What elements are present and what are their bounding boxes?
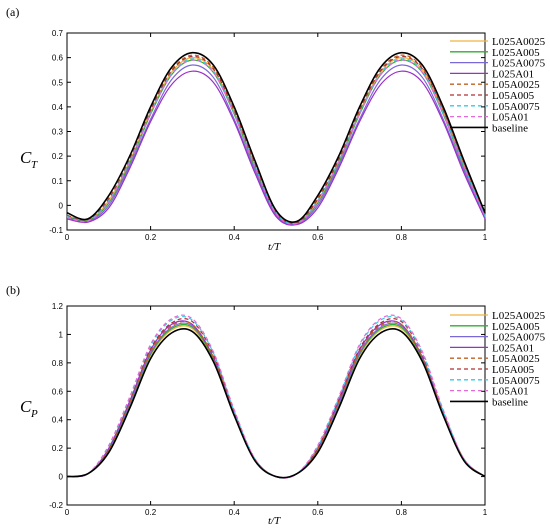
panel-b: (b) C P 0 0.2 0.4 0.6 0.8 1-0.200.20.40.60.81… — [6, 283, 546, 527]
series-line-l05a0075 — [66, 58, 486, 225]
x-tick-label-a: 0.4 — [229, 233, 241, 242]
legend-label-l05a0025: L05A0025 — [492, 79, 540, 91]
series-line-l05a01 — [66, 59, 486, 225]
y-tick-label-b: -0.2 — [49, 501, 63, 510]
y-tick-label-b: 0.2 — [52, 444, 64, 453]
plot-area-b — [66, 305, 486, 506]
y-tick-label-b: 0.6 — [52, 387, 64, 396]
series-line-l05a0025 — [66, 54, 486, 224]
legend-label-l05a0075: L05A0075 — [492, 375, 540, 387]
series-lines-a — [66, 51, 486, 226]
y-tick-label-a: -0.1 — [49, 226, 63, 235]
series-line-l025a005 — [66, 59, 486, 225]
y-tick-label-b: 0 — [59, 473, 64, 482]
y-axis-label-b: C — [20, 397, 32, 416]
y-tick-label-a: 0.2 — [52, 152, 64, 161]
y-tick-label-a: 0.4 — [52, 103, 64, 112]
y-axis-label-sub-a: T — [31, 159, 38, 171]
y-tick-label-b: 0.4 — [52, 416, 64, 425]
y-tick-label-a: 0.3 — [52, 128, 64, 137]
x-tick-label-b: 0 — [65, 508, 70, 517]
series-line-l05a01 — [66, 314, 486, 479]
y-tick-label-b: 1.2 — [52, 302, 64, 311]
legend-label-l05a0025: L05A0025 — [492, 353, 540, 365]
y-tick-label-b: 1 — [59, 330, 64, 339]
y-axis-label-a: C — [20, 148, 32, 167]
legend-label-l05a01: L05A01 — [492, 386, 529, 398]
series-line-baseline — [66, 51, 486, 223]
x-tick-label-a: 0.6 — [312, 233, 324, 242]
y-tick-label-a: 0.7 — [52, 29, 64, 38]
series-lines-b — [66, 314, 486, 479]
panel-label-b: (b) — [6, 283, 20, 297]
x-tick-label-a: 0.2 — [145, 233, 157, 242]
series-line-l025a0075 — [66, 64, 486, 226]
legend-label-l025a0025: L025A0025 — [492, 36, 546, 48]
x-tick-label-b: 0.2 — [145, 508, 157, 517]
series-line-l025a01 — [66, 70, 486, 226]
y-tick-label-a: 0 — [59, 201, 64, 210]
axes-b: 0 0.2 0.4 0.6 0.8 1-0.200.20.40.60.811.2 — [49, 302, 488, 517]
legend-label-l05a005: L05A005 — [492, 364, 535, 376]
x-tick-label-b: 0.4 — [229, 508, 241, 517]
axes-a: 0 0.2 0.4 0.6 0.8 1-0.100.10.20.30.40.50.60.7 — [49, 29, 488, 242]
x-tick-label-b: 1 — [483, 508, 488, 517]
x-tick-label-b: 0.8 — [396, 508, 408, 517]
panel-label-a: (a) — [6, 5, 19, 19]
legend-label-l05a0075: L05A0075 — [492, 101, 540, 113]
legend-label-l025a0075: L025A0075 — [492, 332, 546, 344]
legend-label-baseline: baseline — [492, 122, 528, 134]
x-axis-label-b: t/T — [268, 515, 281, 527]
legend-label-l025a005: L025A005 — [492, 321, 540, 333]
legend-label-l05a01: L05A01 — [492, 112, 529, 124]
legend-a: L025A0025L025A005L025A0075L025A01L05A002… — [450, 36, 546, 134]
legend-label-l025a0075: L025A0075 — [492, 58, 546, 70]
x-axis-label-a: t/T — [268, 241, 281, 253]
legend-label-l05a005: L05A005 — [492, 90, 535, 102]
x-tick-label-a: 1 — [483, 233, 488, 242]
legend-label-l025a01: L025A01 — [492, 68, 534, 80]
y-axis-label-sub-b: P — [30, 408, 38, 420]
y-tick-label-a: 0.1 — [52, 177, 64, 186]
plot-area-a — [66, 32, 486, 231]
legend-label-l025a005: L025A005 — [492, 47, 540, 59]
y-tick-label-a: 0.6 — [52, 54, 64, 63]
legend-label-l025a0025: L025A0025 — [492, 310, 546, 322]
legend-b: L025A0025L025A005L025A0075L025A01L05A002… — [450, 310, 546, 408]
x-tick-label-a: 0 — [65, 233, 70, 242]
x-tick-label-b: 0.6 — [312, 508, 324, 517]
y-tick-label-b: 0.8 — [52, 359, 64, 368]
legend-label-l025a01: L025A01 — [492, 342, 534, 354]
series-line-l05a005 — [66, 55, 486, 224]
x-tick-label-a: 0.8 — [396, 233, 408, 242]
panel-a: (a) C T 0 0.2 0.4 0.6 0.8 1-0.100.10.20.30.40… — [6, 5, 546, 253]
y-tick-label-a: 0.5 — [52, 78, 64, 87]
series-line-baseline — [66, 327, 486, 479]
legend-label-baseline: baseline — [492, 396, 528, 408]
series-line-l05a0075 — [66, 315, 486, 479]
